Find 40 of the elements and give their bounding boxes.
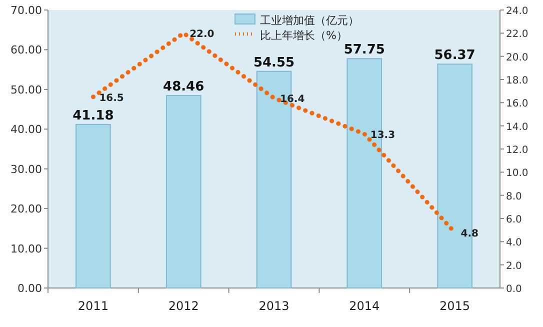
data-label: 13.3	[370, 130, 396, 141]
x-tick-label: 2012	[168, 299, 199, 313]
data-label: 56.37	[434, 48, 476, 64]
y2-tick-label: 6.0	[506, 214, 522, 226]
y2-tick-label: 14.0	[506, 122, 528, 133]
y-tick-label: 40.00	[10, 123, 42, 136]
y-tick-label: 70.00	[10, 4, 42, 17]
y-tick-label: 10.00	[10, 242, 42, 256]
data-label: 54.55	[253, 55, 295, 70]
y-tick-label: 50.00	[10, 83, 42, 96]
bar	[166, 95, 202, 288]
y2-tick-label: 10.0	[506, 168, 528, 180]
y2-tick-label: 22.0	[506, 29, 528, 40]
y-tick-label: 60.00	[10, 44, 42, 57]
y-tick-label: 30.00	[10, 162, 42, 176]
y2-tick-label: 20.0	[506, 52, 528, 64]
data-label: 41.18	[72, 108, 114, 124]
y2-tick-label: 24.0	[506, 6, 528, 17]
x-tick-label: 2014	[349, 299, 380, 313]
data-label: 57.75	[344, 42, 385, 58]
y2-tick-label: 4.0	[506, 238, 522, 249]
bar	[76, 124, 111, 288]
data-label: 48.46	[163, 80, 204, 95]
y2-tick-label: 8.0	[506, 191, 522, 202]
data-label: 16.5	[99, 92, 124, 104]
data-label: 22.0	[190, 29, 214, 40]
y2-tick-label: 16.0	[506, 98, 528, 110]
legend-label: 比上年增长（%）	[260, 29, 348, 42]
x-tick-label: 2015	[440, 299, 470, 313]
y2-tick-label: 18.0	[506, 76, 528, 86]
y2-tick-label: 2.0	[506, 260, 522, 272]
y-tick-label: 0.00	[18, 282, 42, 295]
y2-tick-label: 0.0	[506, 284, 522, 295]
y-tick-label: 20.00	[10, 202, 42, 216]
data-label: 16.4	[280, 94, 305, 106]
y2-tick-label: 12.0	[506, 145, 528, 156]
legend-label: 工业增加值（亿元）	[260, 14, 359, 27]
data-label: 4.8	[460, 228, 479, 240]
x-tick-label: 2011	[78, 299, 108, 313]
x-tick-label: 2013	[258, 299, 290, 313]
